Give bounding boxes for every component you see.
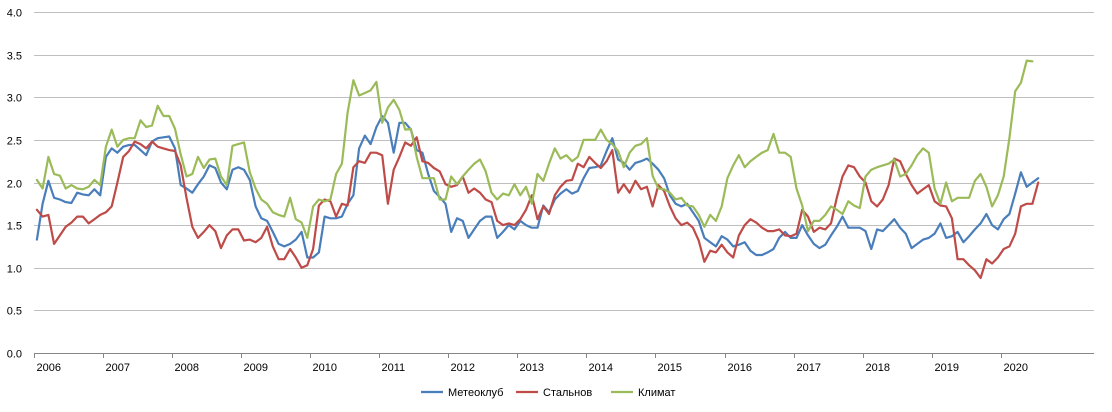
y-tick-label: 2.5: [7, 136, 22, 148]
x-tick-label: 2007: [106, 362, 130, 374]
x-tick-label: 2018: [866, 362, 890, 374]
y-tick-label: 1.5: [7, 221, 22, 233]
y-tick-label: 3.0: [7, 93, 22, 105]
y-tick-label: 3.5: [7, 51, 22, 63]
y-tick-label: 0.0: [7, 349, 22, 361]
x-tick-label: 2019: [935, 362, 959, 374]
x-tick-label: 2008: [175, 362, 199, 374]
series-line-1: [35, 136, 1040, 280]
x-tick-label: 2010: [313, 362, 337, 374]
legend: Метеоклуб Стальнов Климат: [421, 387, 675, 399]
x-tick-label: 2017: [797, 362, 821, 374]
x-tick-label: 2006: [37, 362, 61, 374]
y-tick-label: 2.0: [7, 179, 22, 191]
y-tick-label: 1.0: [7, 264, 22, 276]
legend-label: Метеоклуб: [448, 387, 503, 399]
x-tick-label: 2012: [451, 362, 475, 374]
gridlines: [34, 12, 1094, 311]
x-tick-label: 2009: [244, 362, 268, 374]
axes: 0.0 0.5 1.0 1.5 2.0 2.5 3.0 3.5 4.0 2006 2007 2008 2…: [7, 8, 1094, 374]
x-tick-label: 2014: [589, 362, 613, 374]
legend-label: Климат: [638, 387, 675, 399]
x-tick-label: 2011: [382, 362, 406, 374]
y-tick-label: 0.5: [7, 306, 22, 318]
y-tick-label: 4.0: [7, 8, 22, 20]
legend-label: Стальнов: [543, 387, 592, 399]
x-tick-label: 2020: [1004, 362, 1028, 374]
series-lines: [35, 59, 1040, 280]
x-tick-label: 2013: [520, 362, 544, 374]
x-tick-label: 2015: [658, 362, 682, 374]
series-line-0: [35, 114, 1040, 259]
series-line-2: [35, 59, 1034, 239]
x-tick-label: 2016: [728, 362, 752, 374]
